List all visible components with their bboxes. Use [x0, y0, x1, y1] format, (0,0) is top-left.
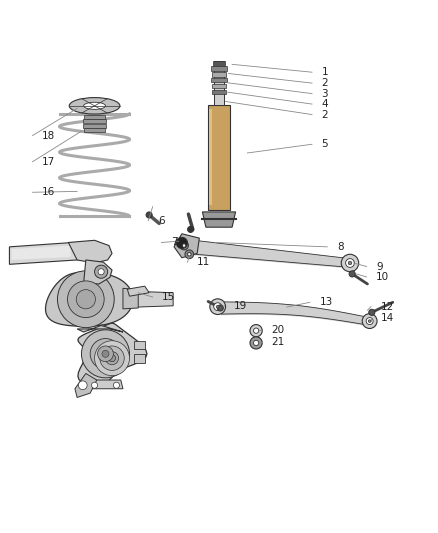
Polygon shape [208, 105, 230, 210]
Text: 19: 19 [234, 301, 247, 311]
Polygon shape [12, 246, 71, 260]
Text: 10: 10 [376, 272, 389, 282]
Circle shape [81, 330, 130, 378]
Text: 1: 1 [321, 67, 328, 77]
Bar [213, 61, 225, 66]
Polygon shape [68, 240, 112, 263]
Bar [211, 78, 227, 82]
Circle shape [185, 250, 194, 259]
Circle shape [214, 303, 222, 311]
Circle shape [254, 328, 259, 333]
Circle shape [341, 254, 359, 272]
Text: 8: 8 [337, 242, 343, 252]
Circle shape [90, 338, 121, 369]
Polygon shape [127, 286, 149, 296]
Text: 2: 2 [321, 110, 328, 119]
Text: 4: 4 [321, 99, 328, 109]
Polygon shape [136, 292, 173, 307]
Text: 21: 21 [272, 337, 285, 346]
Polygon shape [202, 212, 236, 227]
Circle shape [146, 212, 152, 218]
Text: 14: 14 [381, 313, 394, 323]
Circle shape [216, 305, 219, 308]
Text: 11: 11 [197, 257, 210, 267]
Circle shape [95, 341, 130, 376]
Circle shape [250, 337, 262, 349]
Circle shape [254, 340, 259, 345]
Polygon shape [174, 234, 199, 258]
Text: 7: 7 [171, 238, 177, 247]
Text: 6: 6 [158, 216, 165, 225]
Circle shape [98, 346, 113, 362]
Circle shape [100, 346, 124, 370]
Text: 2: 2 [321, 78, 328, 88]
Bar [211, 66, 227, 71]
Bar [85, 128, 105, 132]
Circle shape [366, 318, 373, 325]
Text: 9: 9 [376, 262, 383, 271]
Circle shape [210, 299, 226, 314]
Circle shape [349, 271, 355, 277]
Circle shape [362, 313, 377, 328]
Circle shape [106, 352, 119, 365]
Bar [212, 72, 226, 77]
Circle shape [95, 265, 108, 278]
Polygon shape [78, 323, 147, 384]
Polygon shape [88, 380, 123, 389]
Text: 12: 12 [381, 302, 394, 312]
Circle shape [180, 241, 188, 250]
Circle shape [98, 269, 104, 275]
Polygon shape [10, 243, 86, 264]
Circle shape [92, 382, 98, 389]
Circle shape [182, 244, 186, 247]
Polygon shape [75, 374, 97, 398]
Circle shape [176, 237, 187, 248]
Circle shape [187, 253, 191, 256]
Polygon shape [84, 260, 112, 284]
Polygon shape [46, 272, 133, 326]
Circle shape [217, 305, 223, 311]
Text: 3: 3 [321, 88, 328, 99]
Bar [212, 90, 226, 94]
Circle shape [113, 382, 120, 389]
Circle shape [368, 320, 371, 322]
Polygon shape [123, 288, 138, 309]
Polygon shape [134, 341, 145, 350]
Text: 20: 20 [272, 325, 285, 335]
Text: 16: 16 [42, 187, 56, 197]
Bar [212, 84, 226, 88]
Circle shape [57, 271, 114, 328]
Polygon shape [134, 354, 145, 362]
Text: 18: 18 [42, 131, 56, 141]
Circle shape [348, 261, 352, 265]
Circle shape [369, 309, 375, 316]
Text: 17: 17 [42, 157, 56, 167]
Bar [85, 115, 105, 119]
Circle shape [102, 350, 109, 357]
Polygon shape [209, 109, 212, 205]
Circle shape [78, 381, 87, 390]
Text: 15: 15 [162, 292, 176, 302]
Circle shape [109, 354, 116, 362]
Bar [83, 124, 106, 128]
Ellipse shape [69, 98, 120, 114]
Text: 5: 5 [321, 139, 328, 149]
Circle shape [76, 289, 95, 309]
Ellipse shape [84, 102, 106, 109]
Circle shape [187, 227, 194, 232]
Circle shape [250, 325, 262, 337]
Text: 13: 13 [319, 297, 333, 308]
Polygon shape [214, 61, 224, 105]
Bar [83, 119, 106, 123]
Circle shape [67, 281, 104, 318]
Circle shape [346, 259, 354, 268]
Polygon shape [77, 326, 123, 332]
